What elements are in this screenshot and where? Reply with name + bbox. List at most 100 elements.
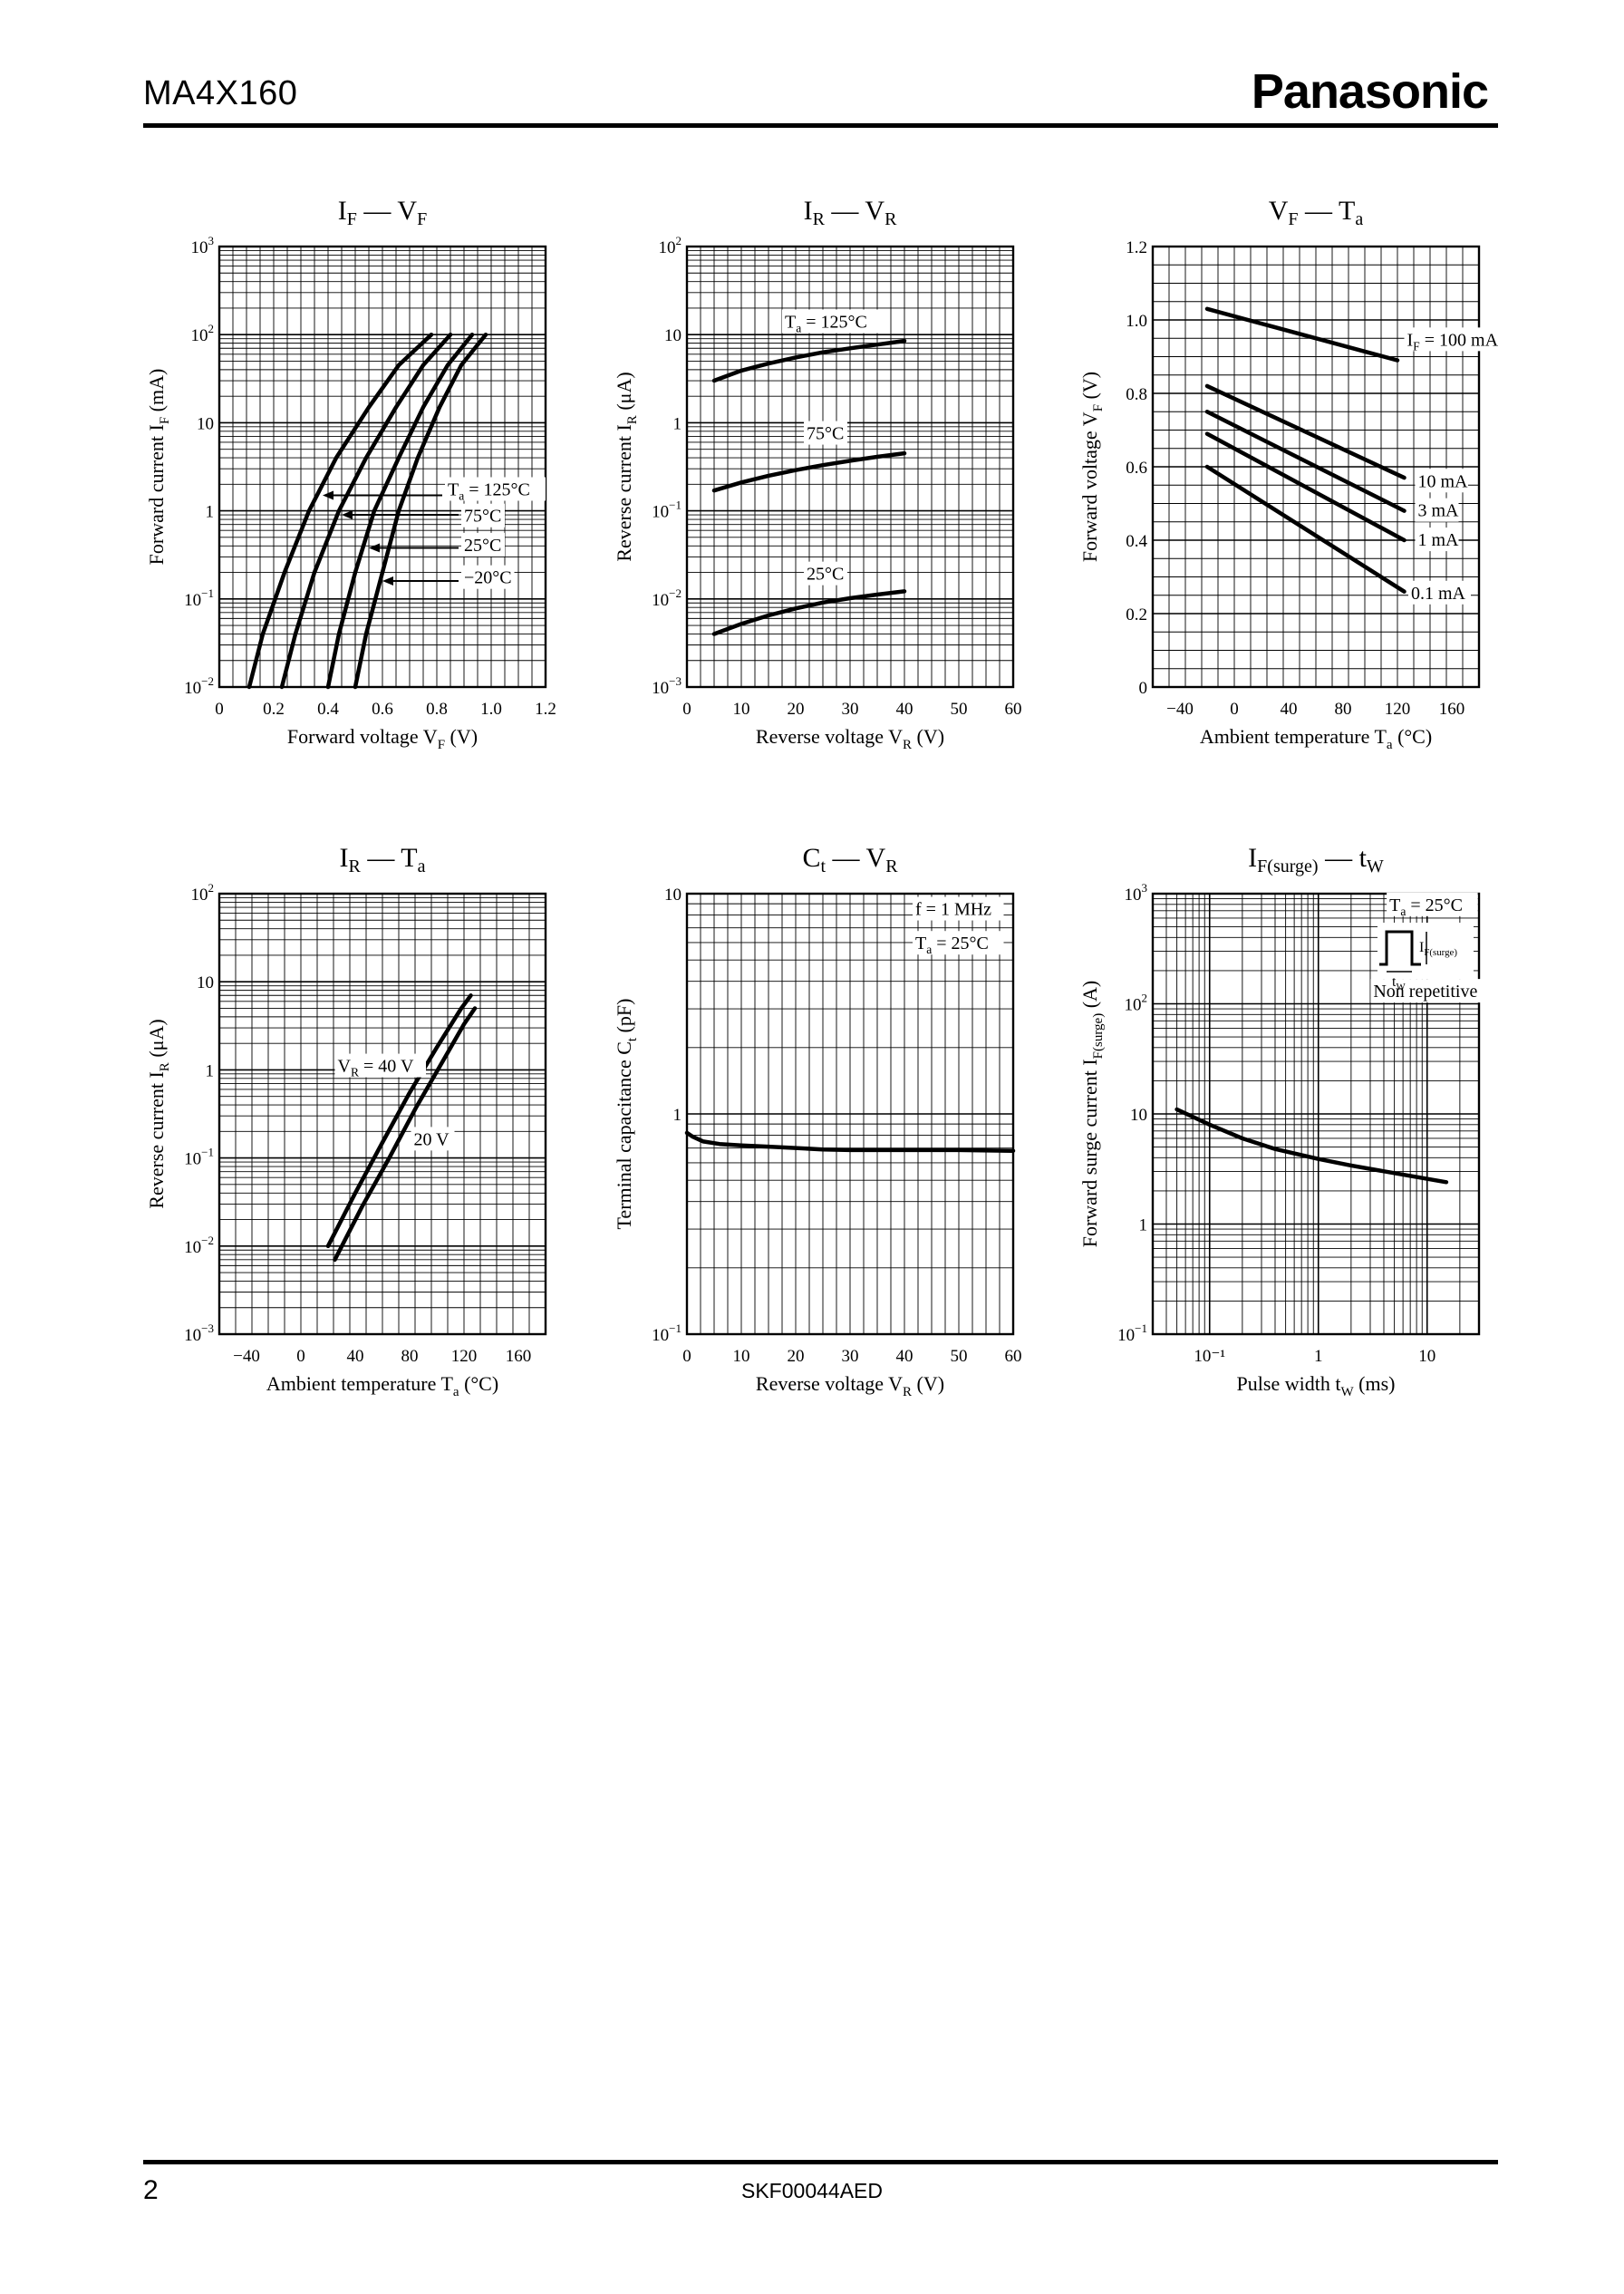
x-tick-c1-1: 0.2 xyxy=(263,700,285,719)
annotation-c3-3: 1 mA xyxy=(1418,530,1460,550)
x-axis-label-c6: Pulse width tW (ms) xyxy=(1237,1372,1396,1399)
chart-c1: IF — VF 0 0.2 0.4 0.6 0.8 1.0 1.2 10−2 10−1 1 10 102… xyxy=(145,196,556,752)
plot-frame-c5 xyxy=(685,892,1015,1336)
y-tick-c5-2: 10 xyxy=(664,886,682,905)
y-axis-label-c4: Reverse current IR (μA) xyxy=(145,1019,172,1208)
x-tick-c5-6: 60 xyxy=(1005,1347,1022,1366)
series-line-c1-2 xyxy=(325,332,475,690)
y-tick-c4-3: 1 xyxy=(206,1061,215,1080)
y-tick-c4-1: 10−2 xyxy=(184,1234,214,1257)
plot-frame-c6 xyxy=(1151,892,1481,1336)
document-code: SKF00044AED xyxy=(741,2179,883,2202)
annotation-c2-1: 75°C xyxy=(807,424,844,444)
x-tick-c4-1: 0 xyxy=(296,1347,305,1366)
y-axis-label-c1: Forward current IF (mA) xyxy=(145,369,172,566)
annotation-c5-0: f = 1 MHz xyxy=(915,900,991,920)
y-tick-c2-3: 1 xyxy=(673,414,682,433)
x-tick-c5-5: 50 xyxy=(951,1347,968,1366)
series-line-c4-1 xyxy=(333,1006,478,1263)
y-tick-c2-1: 10−2 xyxy=(652,586,682,610)
y-tick-c3-5: 1.0 xyxy=(1126,312,1147,331)
x-tick-c3-5: 160 xyxy=(1439,700,1465,719)
plot-frame-c2 xyxy=(685,245,1015,689)
footer-rule xyxy=(143,2160,1498,2164)
series-line-c2-0 xyxy=(711,338,907,383)
series-line-c2-1 xyxy=(711,450,907,493)
y-tick-c3-4: 0.8 xyxy=(1126,385,1147,404)
x-tick-c3-2: 40 xyxy=(1281,700,1298,719)
annotation-c5-1: Ta = 25°C xyxy=(915,934,989,956)
annotation-c3-2: 3 mA xyxy=(1418,501,1460,521)
chart-c5: Ct — VR 0 10 20 30 40 50 60 10−1 1 10 Reverse volta… xyxy=(613,843,1022,1399)
x-tick-c2-1: 10 xyxy=(733,700,750,719)
x-axis-label-c4: Ambient temperature Ta (°C) xyxy=(266,1372,498,1399)
chart-title-c4: IR — Ta xyxy=(339,843,425,876)
x-axis-label-c1: Forward voltage VF (V) xyxy=(287,725,478,752)
y-tick-c2-2: 10−1 xyxy=(652,498,682,522)
y-tick-c2-5: 102 xyxy=(659,234,682,257)
x-tick-c2-0: 0 xyxy=(682,700,691,719)
y-tick-c2-4: 10 xyxy=(664,326,682,345)
y-tick-c2-0: 10−3 xyxy=(652,674,682,698)
y-axis-label-c5: Terminal capacitance Ct (pF) xyxy=(613,999,640,1230)
annotation-c6-0: Ta = 25°C xyxy=(1389,895,1463,918)
plot-frame-c3 xyxy=(1151,245,1481,689)
chart-c2: IR — VR 0 10 20 30 40 50 60 10−3 10−2 10−1 1 10 102 Re… xyxy=(613,196,1022,752)
annotation-c1-3: −20°C xyxy=(464,568,512,588)
y-tick-c3-3: 0.6 xyxy=(1126,459,1147,478)
y-tick-c3-1: 0.2 xyxy=(1126,605,1147,624)
annotation-c4-0: VR = 40 V xyxy=(338,1057,414,1079)
series-line-c4-0 xyxy=(325,993,473,1249)
chart-c6: IF(surge) — tW 10⁻¹ 1 10 10−1 1 10 102 103 Pulse … xyxy=(1078,843,1510,1399)
x-tick-c6-2: 10 xyxy=(1418,1347,1436,1366)
series-line-c2-2 xyxy=(711,589,907,636)
x-tick-c6-0: 10⁻¹ xyxy=(1194,1347,1225,1366)
x-tick-c3-1: 0 xyxy=(1230,700,1239,719)
part-number: MA4X160 xyxy=(143,74,298,112)
annotation-c1-2: 25°C xyxy=(464,536,501,556)
x-tick-c2-5: 50 xyxy=(951,700,968,719)
y-tick-c6-4: 103 xyxy=(1125,881,1148,905)
series-line-c1-1 xyxy=(279,332,453,690)
x-tick-c1-5: 1.0 xyxy=(480,700,502,719)
chart-title-c1: IF — VF xyxy=(338,196,427,229)
x-tick-c6-1: 1 xyxy=(1314,1347,1323,1366)
x-tick-c5-0: 0 xyxy=(682,1347,691,1366)
x-tick-c2-2: 20 xyxy=(788,700,805,719)
x-tick-c1-3: 0.6 xyxy=(372,700,393,719)
y-tick-c6-2: 10 xyxy=(1130,1106,1147,1125)
annotation-c2-0: Ta = 125°C xyxy=(785,313,867,335)
y-axis-label-c3: Forward voltage VF (V) xyxy=(1078,372,1106,562)
grid-c5 xyxy=(686,894,1014,1335)
pulse-ifsurge-label: IF(surge) xyxy=(1419,940,1457,958)
x-tick-c1-2: 0.4 xyxy=(317,700,339,719)
y-tick-c1-2: 1 xyxy=(206,503,215,522)
grid-c1 xyxy=(218,247,546,688)
brand-logo: Panasonic xyxy=(1251,64,1489,119)
y-tick-c6-1: 1 xyxy=(1139,1216,1148,1235)
x-tick-c4-4: 120 xyxy=(451,1347,478,1366)
x-tick-c5-1: 10 xyxy=(733,1347,750,1366)
x-axis-label-c5: Reverse voltage VR (V) xyxy=(756,1372,944,1399)
x-tick-c4-0: −40 xyxy=(233,1347,260,1366)
page-number: 2 xyxy=(143,2175,159,2205)
series-line-c3-2 xyxy=(1204,410,1406,513)
annotation-c1-0: Ta = 125°C xyxy=(448,479,530,502)
series-line-c1-0 xyxy=(246,332,434,690)
x-tick-c2-3: 30 xyxy=(842,700,859,719)
y-tick-c4-0: 10−3 xyxy=(184,1321,214,1345)
y-tick-c4-2: 10−1 xyxy=(184,1146,214,1169)
x-tick-c1-0: 0 xyxy=(215,700,224,719)
annotation-c2-2: 25°C xyxy=(807,565,844,585)
plot-frame-c1 xyxy=(218,245,547,689)
y-tick-c3-6: 1.2 xyxy=(1126,238,1147,257)
x-tick-c2-4: 40 xyxy=(896,700,914,719)
chart-title-c2: IR — VR xyxy=(804,196,897,229)
annotation-c3-0: IF = 100 mA xyxy=(1407,330,1499,353)
chart-c4: IR — Ta −40 0 40 80 120 160 10−3 10−2 10−1 1 10 102 A… xyxy=(145,843,547,1399)
grid-c6 xyxy=(1152,894,1480,1335)
y-tick-c1-5: 103 xyxy=(191,234,215,257)
annotation-c3-1: 10 mA xyxy=(1418,471,1469,491)
x-tick-c3-4: 120 xyxy=(1385,700,1411,719)
